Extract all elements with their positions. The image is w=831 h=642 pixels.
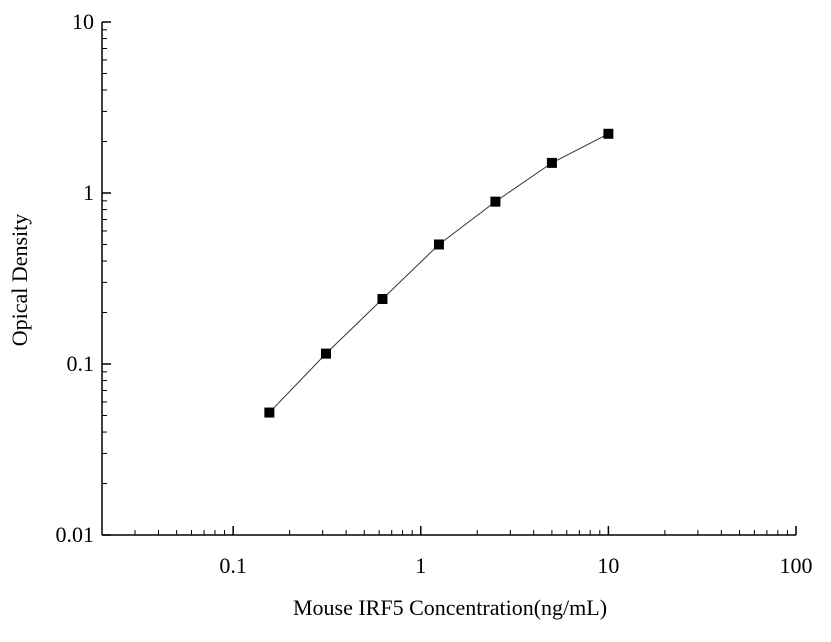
data-point xyxy=(433,239,444,250)
data-point xyxy=(320,348,331,359)
data-point xyxy=(546,157,557,168)
y-tick-label: 0.1 xyxy=(67,351,95,376)
data-point xyxy=(603,128,614,139)
data-point xyxy=(490,196,501,207)
y-tick-label: 0.01 xyxy=(56,522,95,547)
series-line xyxy=(269,133,609,413)
plot-area xyxy=(264,128,614,418)
y-axis-label: Opical Density xyxy=(7,214,32,347)
x-tick-label: 10 xyxy=(597,553,619,578)
x-axis-label: Mouse IRF5 Concentration(ng/mL) xyxy=(293,595,607,620)
x-tick-label: 1 xyxy=(415,553,426,578)
y-tick-label: 10 xyxy=(72,9,94,34)
x-tick-label: 100 xyxy=(780,553,813,578)
data-point xyxy=(264,407,275,418)
x-tick-label: 0.1 xyxy=(219,553,247,578)
y-tick-label: 1 xyxy=(83,180,94,205)
axes: 0.01 0.1 1 10 0.1 1 10 100 xyxy=(56,9,813,578)
data-point xyxy=(377,293,388,304)
